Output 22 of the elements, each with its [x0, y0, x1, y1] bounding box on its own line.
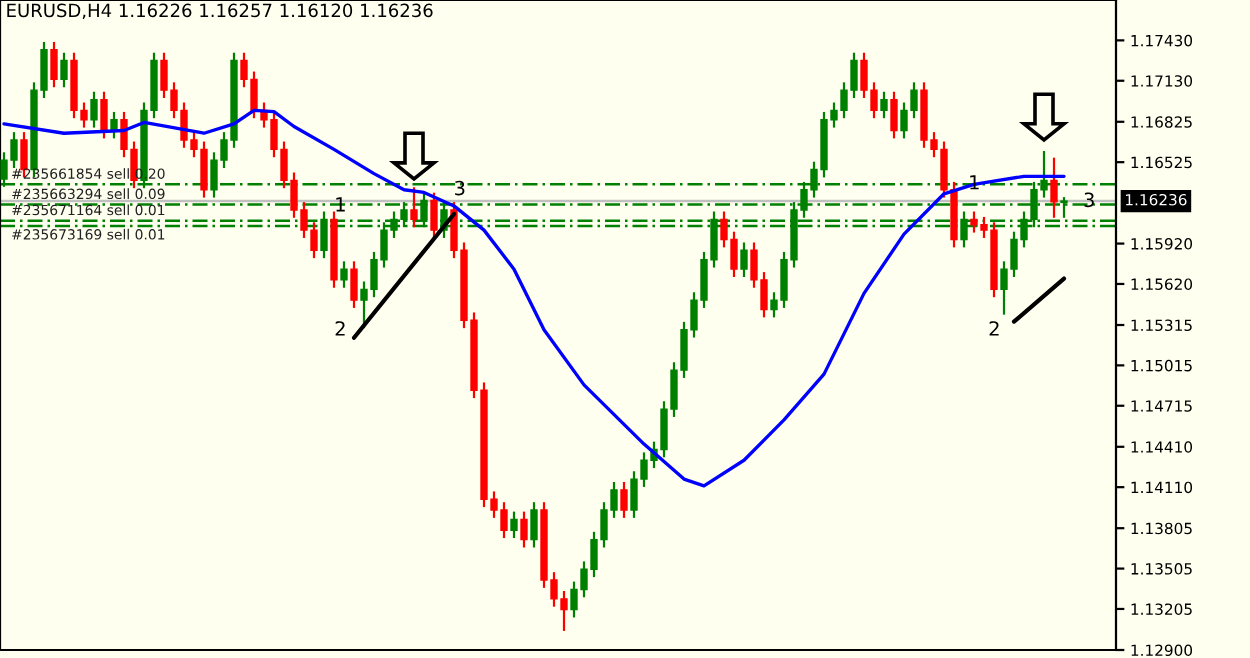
candlestick: [620, 482, 628, 518]
candlestick: [410, 187, 418, 228]
candlestick: [350, 261, 358, 308]
candlestick: [740, 242, 748, 277]
candlestick: [430, 192, 438, 238]
annotation: 2: [335, 321, 345, 336]
candlestick: [100, 91, 108, 139]
candlestick: [340, 261, 348, 288]
candlestick: [50, 41, 58, 88]
candlestick: [890, 91, 898, 139]
annotation: 2: [989, 321, 999, 336]
candlestick: [880, 91, 888, 119]
candlestick: [520, 511, 528, 548]
candlestick: [510, 511, 518, 539]
candlestick: [90, 91, 98, 128]
text: 3: [1084, 192, 1094, 208]
candlestick: [60, 52, 68, 88]
annotation: 3: [455, 180, 465, 196]
candlestick: [530, 502, 538, 548]
candlestick: [110, 111, 118, 139]
chart-title: EURUSD,H4 1.16226 1.16257 1.16120 1.16236: [7, 3, 433, 20]
candlestick: [1050, 157, 1058, 218]
